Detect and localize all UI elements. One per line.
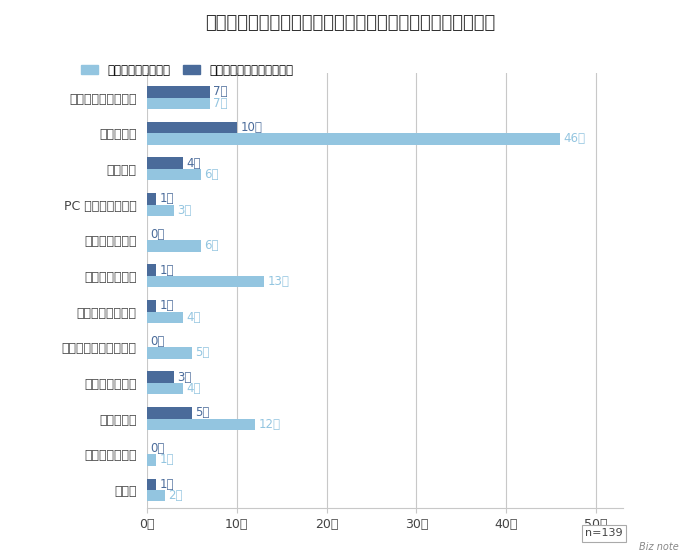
Bar xyxy=(147,454,156,466)
Bar xyxy=(147,347,192,359)
Bar xyxy=(147,157,183,169)
Bar xyxy=(147,122,237,133)
Text: 1人: 1人 xyxy=(160,478,174,490)
Text: 0人: 0人 xyxy=(150,228,165,241)
Bar xyxy=(147,311,183,323)
Text: n=139: n=139 xyxy=(585,528,623,538)
Bar xyxy=(147,193,156,205)
Legend: 有意義に過ごせた人, 有意義に過ごせなかった人: 有意義に過ごせた人, 有意義に過ごせなかった人 xyxy=(76,59,298,81)
Text: 1人: 1人 xyxy=(160,264,174,277)
Bar xyxy=(147,490,165,501)
Bar xyxy=(147,169,201,180)
Text: 0人: 0人 xyxy=(150,335,165,348)
Text: 2人: 2人 xyxy=(169,489,183,502)
Text: 5人: 5人 xyxy=(195,406,210,420)
Text: 10人: 10人 xyxy=(240,121,262,134)
Text: 1人: 1人 xyxy=(160,454,174,466)
Bar xyxy=(147,98,210,109)
Text: 12人: 12人 xyxy=(258,418,281,431)
Text: 1人: 1人 xyxy=(160,299,174,312)
Text: 1人: 1人 xyxy=(160,193,174,205)
Bar xyxy=(147,133,560,145)
Bar xyxy=(147,407,192,418)
Text: 4人: 4人 xyxy=(186,311,201,324)
Bar xyxy=(147,205,174,216)
Bar xyxy=(147,479,156,490)
Text: 6人: 6人 xyxy=(204,168,219,181)
Text: 7人: 7人 xyxy=(214,85,228,98)
Text: 7人: 7人 xyxy=(214,97,228,110)
Bar xyxy=(147,264,156,276)
Text: 4人: 4人 xyxy=(186,382,201,395)
Text: 13人: 13人 xyxy=(267,275,289,288)
Bar xyxy=(147,300,156,311)
Text: Biz note: Biz note xyxy=(639,542,679,552)
Text: 6人: 6人 xyxy=(204,239,219,252)
Text: 5人: 5人 xyxy=(195,347,210,359)
Bar xyxy=(147,383,183,395)
Bar xyxy=(147,86,210,98)
Text: 46人: 46人 xyxy=(564,132,586,146)
Text: 4人: 4人 xyxy=(186,157,201,170)
Bar xyxy=(147,240,201,252)
Bar xyxy=(147,372,174,383)
Text: 3人: 3人 xyxy=(178,371,192,384)
Bar xyxy=(147,276,264,287)
Bar xyxy=(147,418,255,430)
Text: ＜内定から入社までの期間をどのように過ごしましたか？＞: ＜内定から入社までの期間をどのように過ごしましたか？＞ xyxy=(205,14,495,32)
Text: 0人: 0人 xyxy=(150,442,165,455)
Text: 3人: 3人 xyxy=(178,204,192,217)
